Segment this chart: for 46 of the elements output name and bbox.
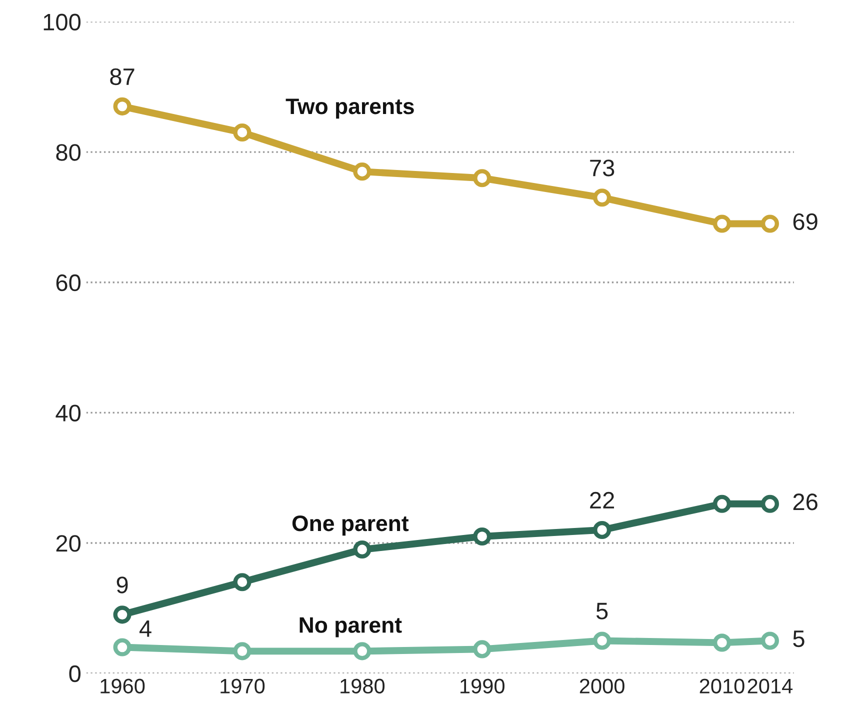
y-tick-label: 100 <box>44 14 81 31</box>
x-tick-label: 2014 <box>748 678 793 694</box>
x-tick-label: 1990 <box>460 678 504 694</box>
series-label: No parent <box>300 617 402 638</box>
x-tick-label: 1970 <box>220 678 265 694</box>
point <box>473 169 492 188</box>
point <box>473 640 492 658</box>
series-label: One parent <box>292 516 409 536</box>
data-label: 22 <box>590 492 614 508</box>
point <box>760 494 779 513</box>
point <box>233 642 252 660</box>
point <box>712 494 732 513</box>
point <box>353 540 372 559</box>
point <box>353 162 372 181</box>
data-label: 69 <box>793 213 818 230</box>
data-label: 26 <box>793 494 818 510</box>
data-label: 4 <box>139 620 152 637</box>
point <box>233 123 252 142</box>
point <box>760 214 779 233</box>
point <box>593 188 612 207</box>
point <box>113 97 132 116</box>
point <box>113 606 132 624</box>
data-label: 73 <box>590 160 614 176</box>
y-tick-label: 20 <box>56 535 81 552</box>
y-tick-label: 40 <box>56 404 81 422</box>
point <box>353 642 372 660</box>
point <box>593 632 612 650</box>
y-tick-label: 60 <box>56 274 81 292</box>
point <box>760 632 779 650</box>
y-tick-label: 0 <box>69 665 81 682</box>
x-tick-label: 1960 <box>100 678 145 694</box>
data-label: 5 <box>793 630 804 648</box>
point <box>712 634 732 652</box>
point <box>233 573 252 592</box>
series-label: Two parents <box>286 98 414 119</box>
x-tick-label: 1980 <box>340 678 385 694</box>
data-label: 5 <box>596 602 608 620</box>
point <box>712 214 732 233</box>
point <box>113 638 132 656</box>
data-label: 9 <box>116 576 128 594</box>
y-tick-label: 80 <box>56 144 81 161</box>
data-label: 87 <box>110 68 134 86</box>
x-tick-label: 2000 <box>580 678 624 694</box>
x-tick-label: 2010 <box>700 678 744 694</box>
point <box>593 520 612 539</box>
point <box>473 527 492 546</box>
